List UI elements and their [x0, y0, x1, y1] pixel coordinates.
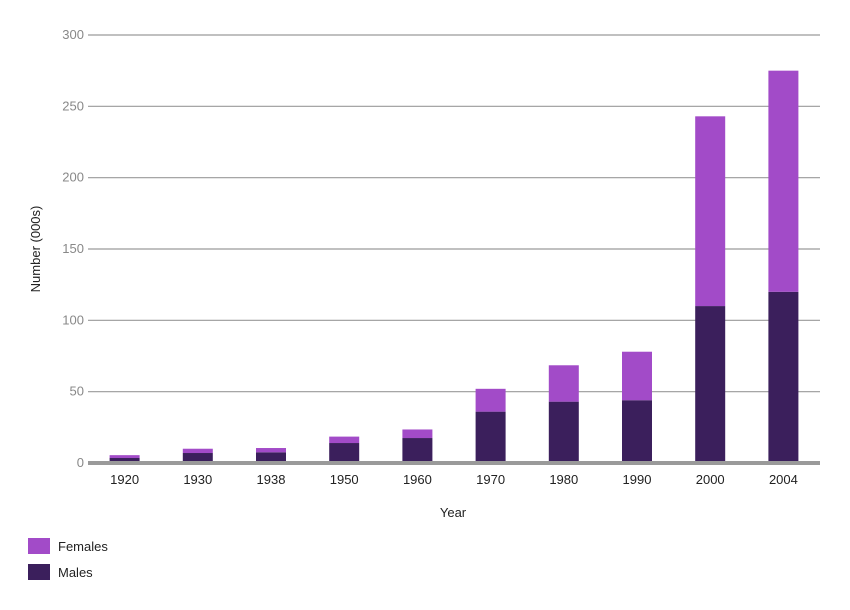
- y-tick-label: 150: [62, 241, 84, 256]
- bar-males-1950: [329, 443, 360, 463]
- bar-females-1930: [182, 448, 213, 454]
- y-axis-ticks: 0 50 100 150 200 250 300: [62, 27, 84, 470]
- x-tick-label: 1960: [403, 472, 432, 487]
- bar-females-1980: [548, 365, 579, 402]
- bar-males-1980: [548, 401, 579, 463]
- legend-swatch-females: [28, 538, 50, 554]
- bar-males-1938: [256, 452, 286, 463]
- bar-males-1920: [109, 458, 140, 463]
- x-tick-label: 1990: [623, 472, 652, 487]
- bar-males-2004: [768, 291, 799, 463]
- legend: Females Males: [28, 537, 108, 589]
- x-axis-title: Year: [440, 505, 467, 520]
- x-tick-label: 1950: [330, 472, 359, 487]
- y-tick-label: 100: [62, 312, 84, 327]
- bar-females-1970: [475, 388, 506, 412]
- y-axis-title: Number (000s): [28, 206, 43, 293]
- y-tick-label: 200: [62, 170, 84, 185]
- legend-item-females: Females: [28, 537, 108, 555]
- x-tick-label: 1938: [257, 472, 286, 487]
- bar-males-1990: [622, 400, 652, 463]
- x-tick-label: 1970: [476, 472, 505, 487]
- bar-females-2004: [768, 70, 799, 292]
- bar-females-1950: [329, 436, 360, 444]
- legend-item-males: Males: [28, 563, 108, 581]
- x-tick-label: 2000: [696, 472, 725, 487]
- x-axis-ticks: 1920 1930 1938 1950 1960 1970 1980 1990 2000 2004: [110, 472, 798, 487]
- bar-males-2000: [695, 306, 726, 463]
- y-tick-label: 50: [70, 384, 84, 399]
- x-tick-label: 1980: [549, 472, 578, 487]
- legend-swatch-males: [28, 564, 50, 580]
- bar-males-1930: [182, 453, 213, 463]
- y-tick-label: 0: [77, 455, 84, 470]
- y-tick-label: 250: [62, 98, 84, 113]
- x-tick-label: 1930: [183, 472, 212, 487]
- x-tick-label: 1920: [110, 472, 139, 487]
- bar-males-1960: [402, 438, 433, 463]
- legend-label-females: Females: [58, 538, 108, 554]
- y-tick-label: 300: [62, 27, 84, 42]
- bar-females-1938: [256, 448, 286, 453]
- bars: [109, 70, 799, 463]
- bar-females-2000: [695, 116, 726, 307]
- x-tick-label: 2004: [769, 472, 798, 487]
- bar-females-1990: [622, 351, 652, 401]
- bar-females-1920: [109, 455, 140, 459]
- legend-label-males: Males: [58, 564, 93, 580]
- bar-males-1970: [475, 411, 506, 463]
- bar-females-1960: [402, 429, 433, 439]
